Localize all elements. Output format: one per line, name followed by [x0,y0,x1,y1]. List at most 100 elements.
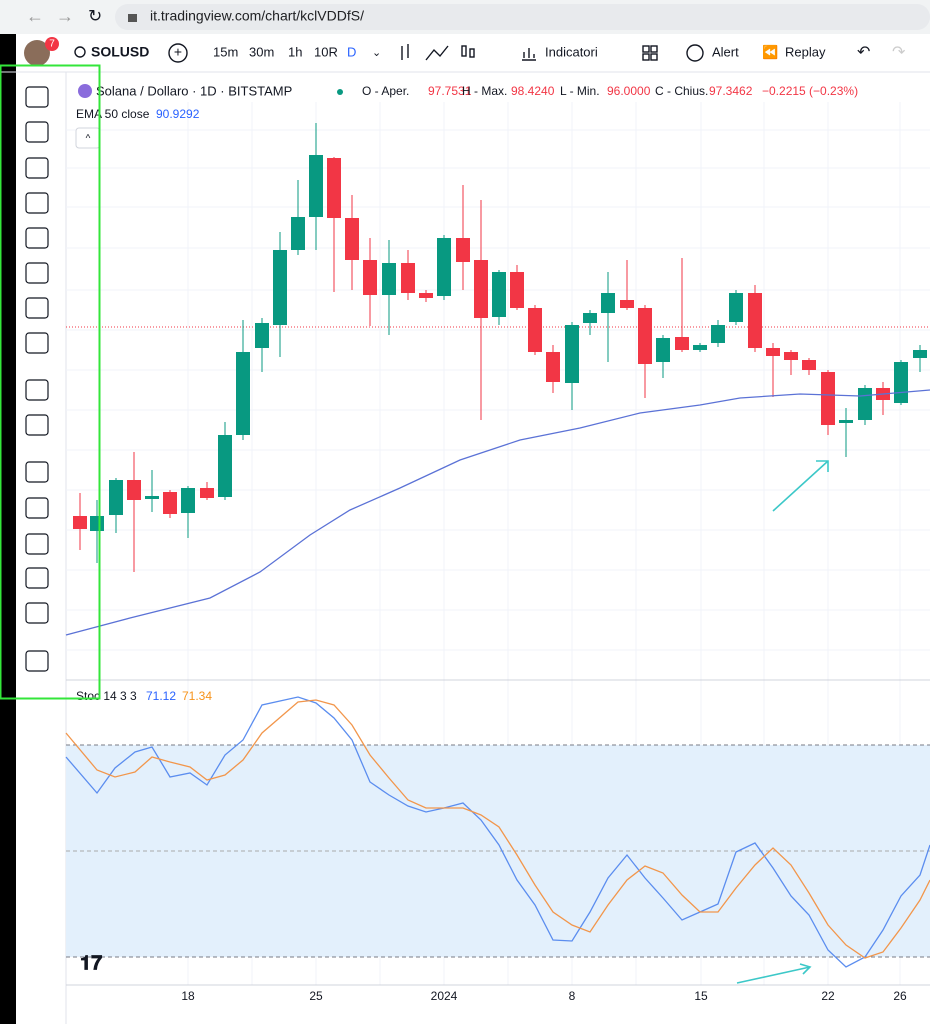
tool-button[interactable] [25,332,49,354]
ema-value: 90.9292 [156,107,200,121]
indicators-button[interactable]: Indicatori [545,44,598,59]
candle-body [839,420,853,423]
back-button[interactable]: ← [26,6,44,26]
add-symbol[interactable] [168,43,188,63]
candle-body [218,435,232,497]
tool-button[interactable] [25,86,49,108]
ema-line [65,389,930,636]
indicators-icon [522,48,536,61]
alert-button[interactable]: Alert [712,44,739,59]
candle-body [456,238,470,262]
interval[interactable]: 30m [249,44,274,59]
market-status [337,89,343,95]
url: it.tradingview.com/chart/kclVDDfS/ [150,8,364,24]
replay-button[interactable]: Replay [785,44,826,59]
legend-open-label: O - Aper. [362,84,409,98]
candle-body [127,480,141,500]
time-axis: 18 25 2024 8 15 22 26 [181,989,907,1003]
interval[interactable]: D [347,44,356,59]
forward-button[interactable]: → [56,6,74,26]
tool-button[interactable] [25,650,49,672]
lock-icon [128,14,137,22]
tv-logo: 𝟏𝟕 [80,952,102,974]
stoch-d [65,699,930,959]
tool-button[interactable] [25,121,49,143]
tool-button[interactable] [25,227,49,249]
candle-body [255,323,269,348]
time-label: 22 [821,989,835,1003]
redo[interactable]: ↷ [892,44,906,61]
legend-close-label: C - Chius. [655,84,708,98]
candle-body [784,352,798,360]
app-toolbar [0,34,930,72]
candle-body [363,260,377,295]
symbol-logo [78,84,92,98]
layout-icon[interactable] [642,45,650,53]
candle-body [510,272,524,308]
tool-button[interactable] [25,461,49,483]
tool-button[interactable] [25,602,49,624]
chart-style-icons[interactable] [401,44,449,61]
intervals: 15m 30m 1h 10R D [213,44,356,59]
time-label: 15 [694,989,708,1003]
stoch-label: Stoc 14 3 3 [76,689,137,703]
tool-button[interactable] [25,567,49,589]
candle-body [109,480,123,515]
highlight-box [0,64,101,700]
candle-body [620,300,634,308]
candle-body [802,360,816,370]
candle-body [236,352,250,435]
candle-body [638,308,652,364]
candle-body [546,352,560,382]
candle-body [200,488,214,498]
candle-body [345,218,359,260]
candle-body [309,155,323,217]
interval[interactable]: 1h [288,44,302,59]
avatar[interactable] [24,40,50,66]
tool-button[interactable] [25,297,49,319]
symbol[interactable]: SOLUSD [91,44,149,60]
interval[interactable]: 10R [314,44,338,59]
candle-body [748,293,762,348]
candle-body [181,488,195,513]
candle-body [913,350,927,358]
candle-body [729,293,743,322]
replay-icon: ⏪ [762,44,778,59]
plus: + [174,44,182,60]
tool-button[interactable] [25,262,49,284]
stoch-d-value: 71.34 [182,689,212,703]
candle-icon[interactable] [461,45,467,57]
tool-button[interactable] [25,533,49,555]
arrow-annotation[interactable] [772,460,829,512]
left-edge [0,34,16,1024]
tool-button[interactable] [25,157,49,179]
candle-body [401,263,415,293]
legend-change: −0.2215 (−0.23%) [762,84,858,98]
candle-body [273,250,287,325]
arrow-annotation[interactable] [736,963,812,984]
tool-button[interactable] [25,192,49,214]
reload-button[interactable]: ↻ [88,6,102,25]
candle-body [163,492,177,514]
address-bar[interactable] [115,4,930,30]
undo[interactable]: ↶ [857,44,870,61]
candle-body [474,260,488,318]
tool-button[interactable] [25,379,49,401]
legend-open: 97.7531 [428,84,472,98]
candle-body [766,348,780,356]
time-label: 18 [181,989,195,1003]
candle-body [711,325,725,343]
interval-menu[interactable]: ⌄ [372,47,381,59]
interval[interactable]: 15m [213,44,238,59]
candle-body [858,388,872,420]
candle-body [821,372,835,425]
stoch-k [65,696,930,968]
tool-button[interactable] [25,497,49,519]
tool-button[interactable] [25,414,49,436]
legend-close: 97.3462 [709,84,753,98]
time-label: 2024 [431,989,458,1003]
candle-body [528,308,542,352]
candle-body [291,217,305,250]
